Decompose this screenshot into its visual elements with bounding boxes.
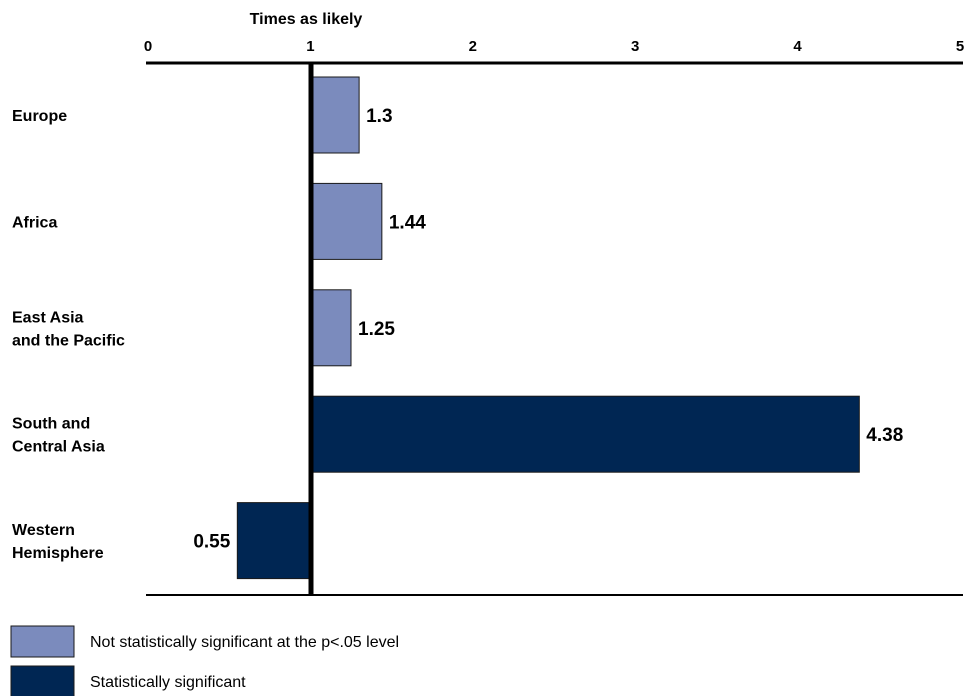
value-label: 1.25 [358, 319, 395, 340]
bar [309, 395, 860, 473]
category-label: and the Pacific [12, 332, 125, 349]
bar [236, 502, 311, 580]
bars [236, 76, 860, 580]
value-label: 0.55 [193, 532, 230, 553]
legend-swatch [10, 625, 75, 658]
bar [309, 182, 383, 260]
value-label: 1.44 [389, 212, 426, 233]
category-labels: Europe Africa East Asia and the Pacific Sout… [12, 108, 125, 562]
category-label: Africa [12, 214, 57, 231]
legend-label: Statistically significant [90, 674, 246, 691]
legend-swatch [10, 665, 75, 696]
x-tick-label: 0 [144, 38, 152, 55]
value-labels: 1.3 1.44 1.25 4.38 0.55 [193, 106, 903, 553]
x-axis-ticks: 0 1 2 3 4 5 [144, 38, 964, 55]
value-label: 1.3 [366, 106, 392, 127]
bar [309, 76, 360, 154]
legend: Not statistically significant at the p<.… [10, 625, 399, 696]
bar [309, 289, 352, 367]
category-label: Central Asia [12, 439, 105, 456]
category-label: Hemisphere [12, 545, 104, 562]
x-tick-label: 3 [631, 38, 639, 55]
x-tick-label: 2 [469, 38, 477, 55]
x-tick-label: 4 [793, 38, 802, 55]
x-axis-title: Times as likely [250, 11, 363, 28]
x-tick-label: 1 [306, 38, 314, 55]
category-label: Western [12, 522, 75, 539]
category-label: Europe [12, 108, 67, 125]
legend-label: Not statistically significant at the p<.… [90, 634, 399, 651]
x-tick-label: 5 [956, 38, 964, 55]
category-label: East Asia [12, 309, 84, 326]
category-label: South and [12, 416, 90, 433]
value-label: 4.38 [866, 425, 903, 446]
